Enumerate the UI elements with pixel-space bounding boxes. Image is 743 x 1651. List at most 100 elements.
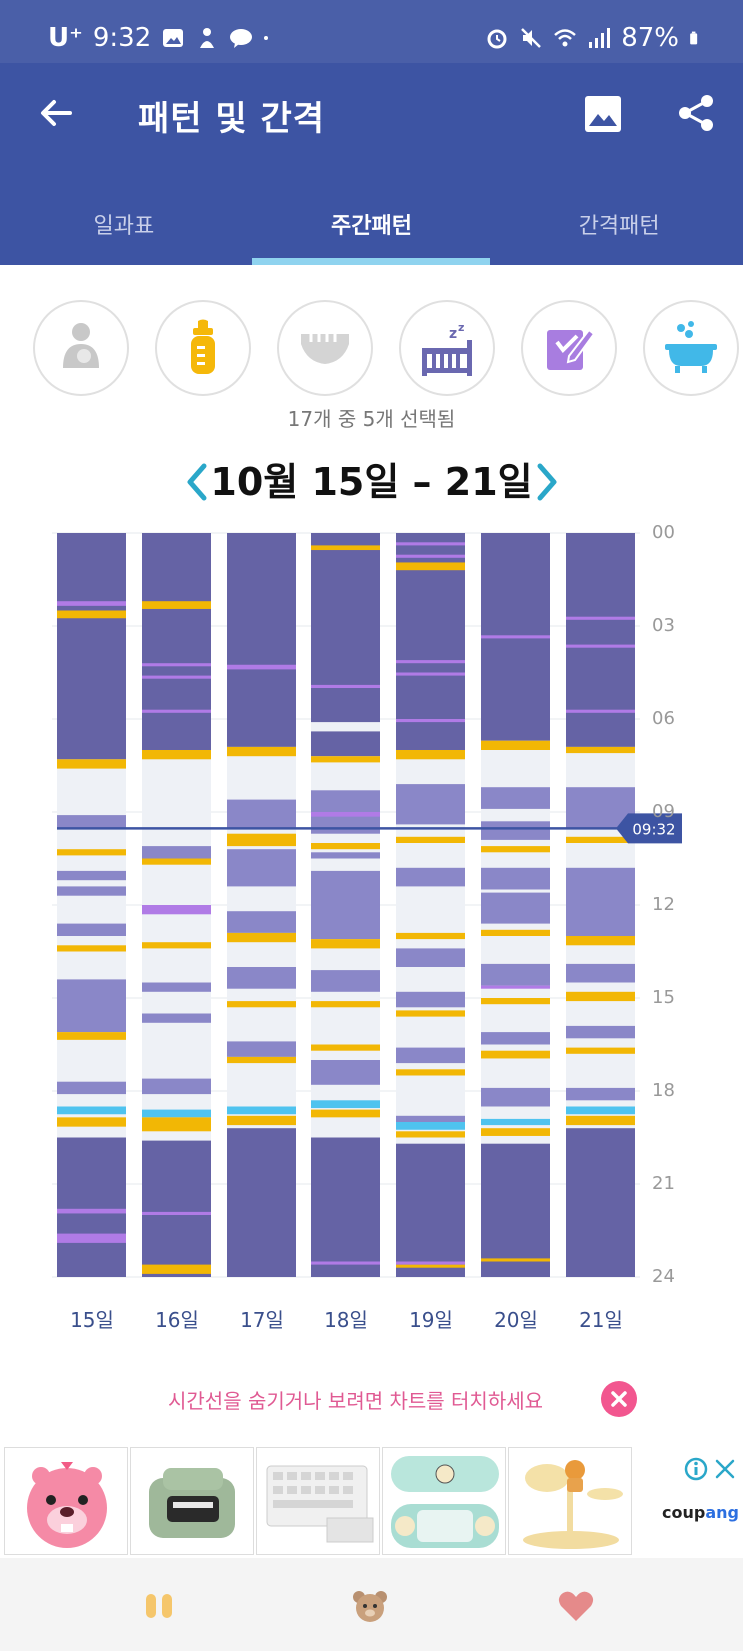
ad-product-1[interactable] — [4, 1447, 128, 1555]
segment-sleep — [311, 731, 380, 757]
segment-sleep — [142, 533, 211, 750]
segment-note — [396, 719, 465, 723]
segment-sleep_light — [57, 923, 126, 936]
segment-feed — [311, 545, 380, 551]
segment-sleep_light — [311, 970, 380, 992]
segment-note — [227, 664, 296, 670]
category-bath[interactable] — [643, 300, 739, 396]
category-note[interactable] — [521, 300, 617, 396]
category-diaper[interactable] — [277, 300, 373, 396]
hint-close-button[interactable] — [601, 1381, 637, 1417]
chevron-left-icon[interactable] — [180, 460, 214, 504]
category-bottle[interactable] — [155, 300, 251, 396]
current-time-tag — [616, 813, 682, 844]
weekly-pattern-chart[interactable]: 09:32 00 03 06 09 12 15 18 21 24 15일 16일 17일 18일 19일… — [0, 522, 743, 1332]
chevron-right-icon[interactable] — [530, 460, 564, 504]
segment-sleep_light — [396, 991, 465, 1008]
segment-sleep_light — [142, 1078, 211, 1095]
share-icon[interactable] — [676, 93, 716, 133]
segment-sleep_light — [566, 1025, 635, 1039]
segment-sleep_light — [227, 1041, 296, 1057]
segment-feed — [57, 1117, 126, 1127]
segment-note — [396, 542, 465, 546]
segment-feed — [396, 750, 465, 760]
segment-note — [481, 635, 550, 639]
segment-feed — [481, 846, 550, 853]
week-range: 10월 15일 – 21일 — [210, 460, 533, 504]
heart-icon[interactable] — [556, 1588, 596, 1624]
hour-tick-label: 12 — [652, 894, 675, 915]
segment-feed — [142, 1117, 211, 1132]
pause-icon[interactable] — [140, 1588, 180, 1624]
ad-brand-suffix: ang — [705, 1503, 739, 1522]
segment-feed — [57, 945, 126, 952]
talk-notification-icon — [230, 29, 253, 48]
hour-tick-label: 00 — [652, 522, 675, 543]
category-nursing[interactable] — [33, 300, 129, 396]
segment-note — [311, 684, 380, 688]
keyboard-cover-icon — [257, 1448, 379, 1554]
segment-note — [396, 1261, 465, 1265]
ad-info-icon[interactable] — [684, 1457, 708, 1481]
hour-tick-label: 03 — [652, 615, 675, 636]
segment-feed — [57, 849, 126, 856]
ad-brand-label: coupang — [662, 1503, 739, 1522]
segment-feed — [311, 1001, 380, 1008]
segment-sleep_light — [227, 799, 296, 828]
beaver-character-icon — [5, 1448, 127, 1554]
mute-icon — [521, 28, 542, 48]
segment-feed — [227, 1001, 296, 1008]
back-arrow-icon[interactable] — [36, 93, 76, 133]
segment-feed — [566, 746, 635, 754]
segment-sleep — [396, 1143, 465, 1277]
segment-sleep_light — [227, 967, 296, 989]
tab-weekly-pattern[interactable]: 주간패턴 — [331, 214, 412, 239]
segment-sleep — [57, 1137, 126, 1277]
segment-feed — [481, 929, 550, 936]
segment-sleep — [57, 533, 126, 760]
segment-feed — [142, 601, 211, 609]
chart-canvas[interactable]: 09:32 — [0, 530, 743, 1290]
ad-product-2[interactable] — [130, 1447, 254, 1555]
ad-product-5[interactable] — [508, 1447, 632, 1555]
segment-feed — [481, 1258, 550, 1262]
ad-close-icon[interactable] — [714, 1457, 736, 1481]
segment-feed — [311, 756, 380, 763]
bear-icon[interactable] — [350, 1588, 390, 1624]
ad-product-4[interactable] — [382, 1447, 506, 1555]
ad-product-3[interactable] — [256, 1447, 380, 1555]
svg-text:z: z — [458, 321, 464, 334]
day-tick-label: 21일 — [579, 1308, 623, 1332]
segment-feed — [481, 740, 550, 750]
gallery-notification-icon — [163, 29, 184, 47]
segment-note — [311, 1261, 380, 1265]
segment-note — [57, 1233, 126, 1243]
segment-feed — [396, 932, 465, 940]
segment-sleep_light — [481, 821, 550, 840]
segment-feed — [142, 942, 211, 949]
segment-sleep_light — [142, 982, 211, 992]
day-tick-label: 17일 — [240, 1308, 284, 1332]
battery-level: 87% — [621, 23, 679, 53]
day-tick-label: 16일 — [155, 1308, 199, 1332]
day-tick-label: 20일 — [494, 1308, 538, 1332]
segment-sleep_light — [396, 948, 465, 967]
segment-sleep_light — [57, 815, 126, 828]
tab-interval-pattern[interactable]: 간격패턴 — [578, 214, 660, 239]
image-export-icon[interactable] — [584, 95, 622, 133]
tab-daily-schedule[interactable]: 일과표 — [93, 214, 155, 239]
segment-note — [142, 905, 211, 915]
segment-feed — [481, 998, 550, 1005]
hint-bar: 시간선을 숨기거나 보려면 차트를 터치하세요 — [0, 1381, 743, 1417]
ad-banner[interactable]: coupang — [0, 1443, 743, 1558]
segment-sleep_light — [227, 911, 296, 933]
segment-feed — [396, 1010, 465, 1017]
segment-note — [142, 709, 211, 713]
day-tick-label: 19일 — [409, 1308, 453, 1332]
segment-feed — [481, 1128, 550, 1136]
segment-sleep_light — [311, 790, 380, 834]
app-bar: 패턴 및 간격 일과표 주간패턴 간격패턴 — [0, 63, 743, 265]
segment-feed — [396, 836, 465, 843]
